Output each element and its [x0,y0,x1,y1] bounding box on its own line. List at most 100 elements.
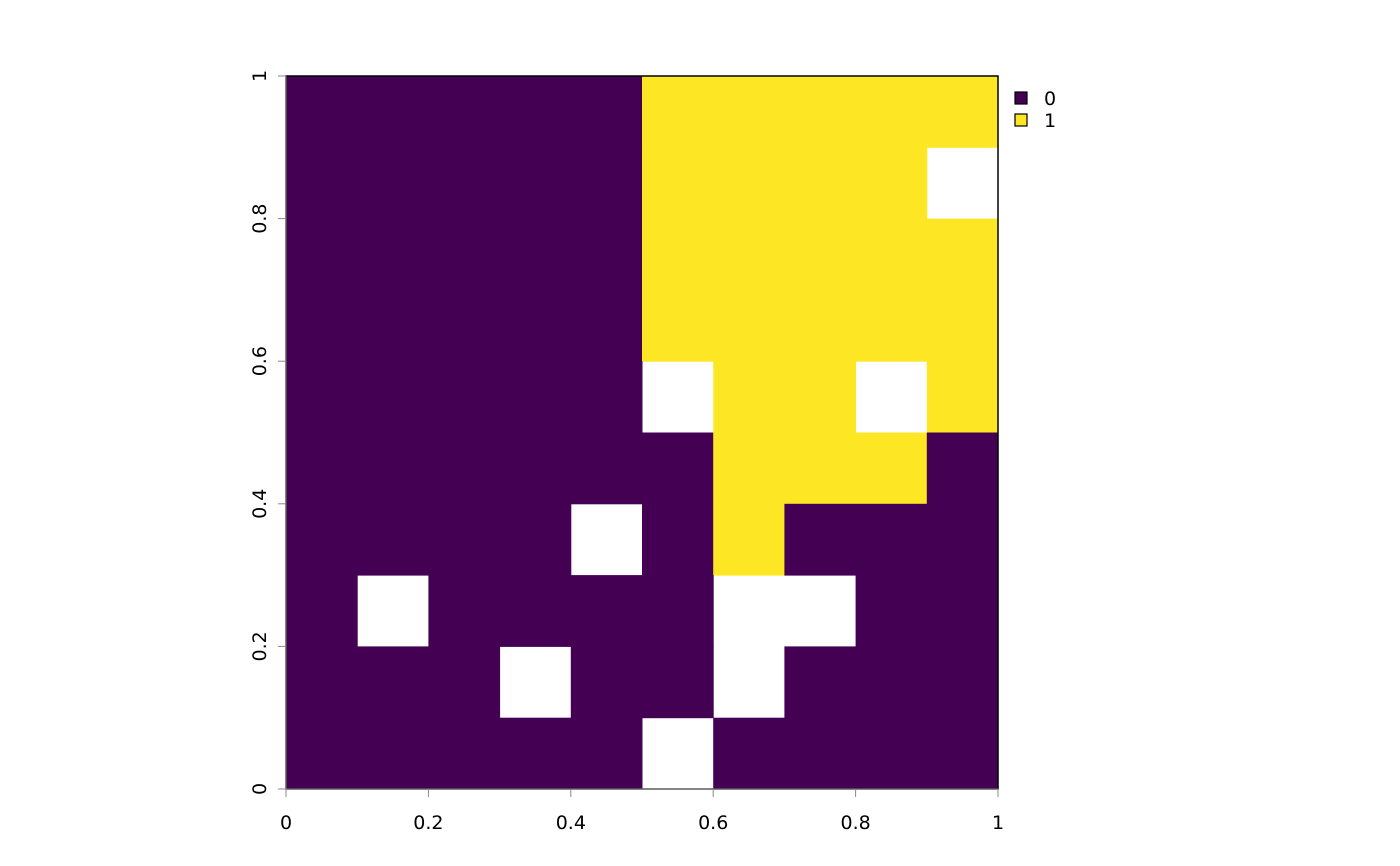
raster-cell [570,432,643,505]
raster-cell [499,717,572,790]
legend-swatch [1014,113,1028,127]
raster-cell [570,289,643,362]
raster-cell [286,717,358,790]
raster-cell [428,646,501,719]
raster-cell [428,76,501,148]
raster-cell [570,575,643,647]
raster-cell [784,289,857,362]
raster-cell [499,432,572,505]
raster-cell [784,218,857,291]
raster-cell [642,432,714,505]
raster-cell [855,76,928,148]
raster-cell [713,717,785,790]
raster-cell [926,289,999,362]
raster-cell [855,147,928,220]
raster-cell [286,503,358,576]
raster-cell [499,218,572,291]
raster-cell [428,289,501,362]
y-tick-label: 0.8 [249,203,271,233]
raster-cell [926,503,999,576]
raster-cell [855,432,928,505]
raster-cell [499,147,572,220]
raster-cell [357,646,429,719]
raster-cell [286,218,358,291]
raster-cell [428,717,501,790]
y-tick-label: 0.4 [249,489,271,519]
raster-cell [357,432,429,505]
raster-cell [570,76,643,148]
raster-cell [428,147,501,220]
raster-cell [926,646,999,719]
raster-cell [784,147,857,220]
raster-cell [784,361,857,433]
raster-cell [713,76,785,148]
raster-cell [784,503,857,576]
raster-cell [642,147,714,220]
raster-cell [855,503,928,576]
raster-cell [926,575,999,647]
raster-cell [642,575,714,647]
y-tick-label: 0 [249,783,271,795]
raster-cell [286,361,358,433]
x-tick-label: 0.6 [698,812,728,834]
raster-cell [357,289,429,362]
raster-cell [713,289,785,362]
y-tick-label: 1 [249,70,271,82]
raster-cell [570,717,643,790]
raster-cell [570,147,643,220]
raster-cell [357,147,429,220]
raster-cell [428,361,501,433]
raster-cell [926,361,999,433]
raster-cell [428,432,501,505]
raster-cell [499,361,572,433]
raster-cell [428,218,501,291]
raster-cell [357,503,429,576]
raster-cell [855,575,928,647]
raster-cell [642,218,714,291]
raster-cell [926,76,999,148]
raster-cell [784,432,857,505]
raster-cell [713,361,785,433]
raster-cell [428,575,501,647]
legend-label: 0 [1044,88,1056,110]
x-tick-label: 0.2 [413,812,443,834]
raster-cell [713,147,785,220]
raster-cell [642,503,714,576]
raster-cell [357,717,429,790]
raster-cell [286,432,358,505]
x-tick-label: 0.4 [556,812,586,834]
raster-cell [784,717,857,790]
raster-cell [570,218,643,291]
raster-cell [357,76,429,148]
raster-cell [286,646,358,719]
raster-cell [713,218,785,291]
y-tick-label: 0.2 [249,631,271,661]
raster-cell [286,575,358,647]
raster-cell [642,289,714,362]
legend-label: 1 [1044,110,1056,132]
raster-cell [926,717,999,790]
raster-cell [713,432,785,505]
raster-cell [286,76,358,148]
raster-cell [428,503,501,576]
raster-cell [855,289,928,362]
raster-cell [499,575,572,647]
x-tick-label: 0 [280,812,292,834]
raster-cell [713,503,785,576]
raster-cell [499,289,572,362]
x-tick-label: 0.8 [840,812,870,834]
raster-cell [855,218,928,291]
y-tick-label: 0.6 [249,346,271,376]
raster-cell [286,147,358,220]
raster-cell [357,218,429,291]
raster-cell [286,289,358,362]
raster-cell [926,218,999,291]
raster-cell [570,646,643,719]
raster-cell [784,646,857,719]
raster-cell [855,717,928,790]
raster-cell [570,361,643,433]
raster-cell [642,646,714,719]
raster-cell [855,646,928,719]
raster-cell [499,76,572,148]
